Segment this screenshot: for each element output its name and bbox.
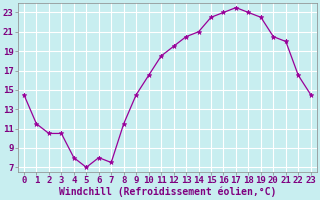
X-axis label: Windchill (Refroidissement éolien,°C): Windchill (Refroidissement éolien,°C) [59,187,276,197]
